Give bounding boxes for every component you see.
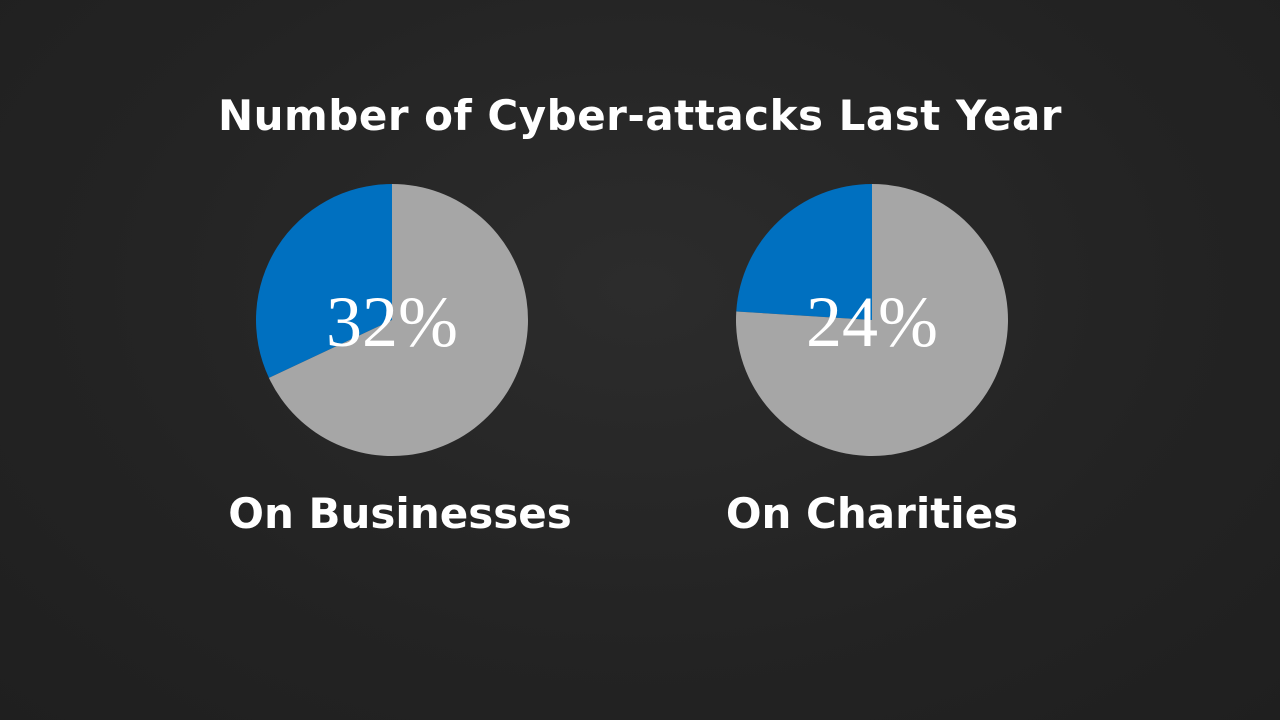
pie-chart-charities (736, 184, 1008, 456)
pie-slice-charities-0 (736, 184, 872, 320)
pie-chart-businesses (255, 184, 529, 456)
pie-slice-charities-1 (736, 184, 1008, 456)
pie-slice-businesses-0 (255, 184, 392, 378)
pie-value-label-charities: 24% (806, 282, 938, 362)
pie-caption-businesses: On Businesses (228, 489, 572, 538)
pie-caption-charities: On Charities (725, 489, 1019, 538)
pie-slice-businesses-1 (268, 184, 529, 456)
pie-value-label-businesses: 32% (326, 282, 458, 362)
chart-title: Number of Cyber-attacks Last Year (217, 91, 1063, 140)
